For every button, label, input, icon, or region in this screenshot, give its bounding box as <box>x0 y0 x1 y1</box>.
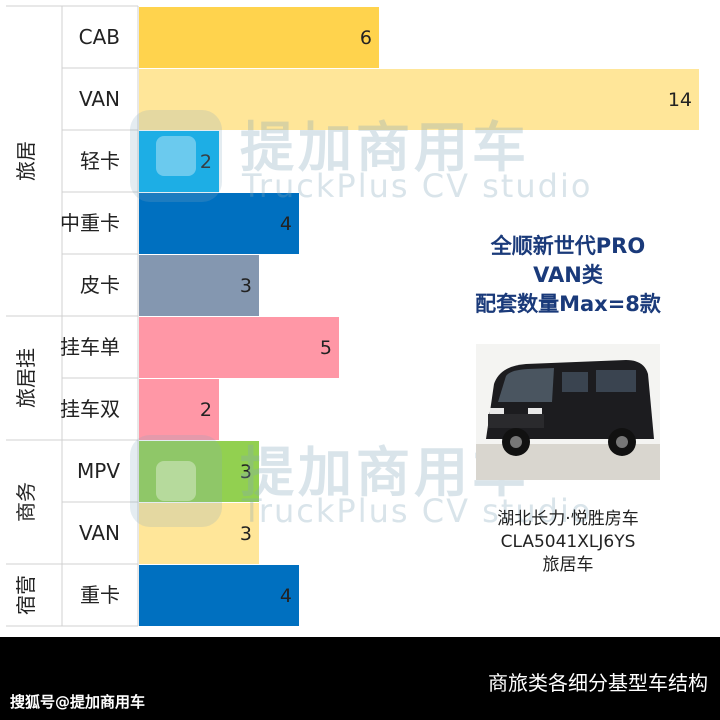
category-label: 重卡 <box>80 583 120 607</box>
caption-line-2: CLA5041XLJ6YS <box>500 532 636 552</box>
value-label: 6 <box>360 27 372 49</box>
bar <box>139 317 339 378</box>
group-label: 旅居 <box>14 141 38 181</box>
category-label: CAB <box>79 25 120 49</box>
photo-caption: 湖北长力·悦胜房车 CLA5041XLJ6YS 旅居车 <box>460 508 676 577</box>
category-label: VAN <box>79 87 120 111</box>
category-label: 皮卡 <box>80 273 120 297</box>
caption-line-1: 湖北长力·悦胜房车 <box>497 509 639 529</box>
value-label: 14 <box>668 89 692 111</box>
group-label: 宿营 <box>14 575 38 615</box>
category-label: 轻卡 <box>80 149 120 173</box>
group-label: 旅居挂 <box>14 348 38 408</box>
chart-title: 商旅类各细分基型车结构 <box>488 671 708 695</box>
value-label: 5 <box>320 337 332 359</box>
annotation-note: 全顺新世代PRO VAN类 配套数量Max=8款 <box>450 232 686 319</box>
value-label: 3 <box>240 275 252 297</box>
value-label: 3 <box>240 523 252 545</box>
bar <box>139 503 259 564</box>
bar <box>139 441 259 502</box>
group-label: 商务 <box>14 482 38 522</box>
bar <box>139 193 299 254</box>
category-label: MPV <box>77 459 120 483</box>
van-photo <box>476 344 660 480</box>
footer-bar: 商旅类各细分基型车结构 搜狐号@提加商用车 <box>0 637 720 720</box>
value-label: 3 <box>240 461 252 483</box>
bar <box>139 69 699 130</box>
value-label: 2 <box>200 399 212 421</box>
category-label: VAN <box>79 521 120 545</box>
bar <box>139 379 219 440</box>
category-label: 挂车单 <box>60 335 120 359</box>
value-label: 2 <box>200 151 212 173</box>
category-label: 中重卡 <box>60 211 120 235</box>
note-line-1: 全顺新世代PRO <box>490 234 646 258</box>
bar <box>139 131 219 192</box>
bar <box>139 255 259 316</box>
value-label: 4 <box>280 585 292 607</box>
category-label: 挂车双 <box>60 397 120 421</box>
source-label: 搜狐号@提加商用车 <box>10 693 146 711</box>
bars <box>139 7 699 626</box>
bar-chart: CAB 6 VAN 14 轻卡 2 中重卡 4 皮卡 3 挂车单 5 挂车双 2 MPV 3 VAN 3 重卡 4 旅居… <box>6 5 699 627</box>
table-grid-lines <box>6 5 139 627</box>
bar <box>139 7 379 68</box>
note-line-2: VAN类 <box>533 263 603 287</box>
note-line-3: 配套数量Max=8款 <box>475 292 661 316</box>
value-label: 4 <box>280 213 292 235</box>
labels: CAB 6 VAN 14 轻卡 2 中重卡 4 皮卡 3 挂车单 5 挂车双 2 MPV 3 VAN 3 重卡 4 旅居… <box>14 25 692 615</box>
bar <box>139 565 299 626</box>
caption-line-3: 旅居车 <box>542 555 594 575</box>
